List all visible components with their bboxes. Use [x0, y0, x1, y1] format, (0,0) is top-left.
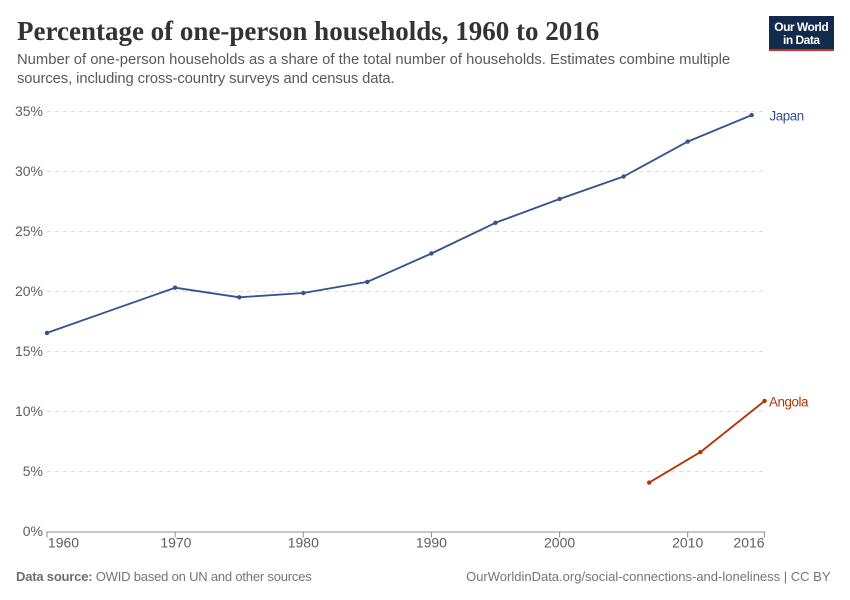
svg-text:5%: 5% [23, 463, 43, 479]
svg-text:30%: 30% [15, 163, 43, 179]
svg-text:2010: 2010 [672, 535, 703, 551]
svg-text:1980: 1980 [288, 535, 319, 551]
svg-text:1960: 1960 [48, 535, 79, 551]
svg-text:1970: 1970 [160, 535, 191, 551]
svg-text:2000: 2000 [544, 535, 575, 551]
svg-text:20%: 20% [15, 283, 43, 299]
svg-text:Angola: Angola [769, 394, 809, 409]
svg-text:35%: 35% [15, 103, 43, 119]
svg-text:2016: 2016 [733, 535, 764, 551]
svg-text:0%: 0% [23, 523, 43, 539]
svg-text:25%: 25% [15, 223, 43, 239]
svg-text:Japan: Japan [770, 109, 804, 124]
svg-text:1990: 1990 [416, 535, 447, 551]
svg-text:15%: 15% [15, 343, 43, 359]
svg-text:10%: 10% [15, 403, 43, 419]
